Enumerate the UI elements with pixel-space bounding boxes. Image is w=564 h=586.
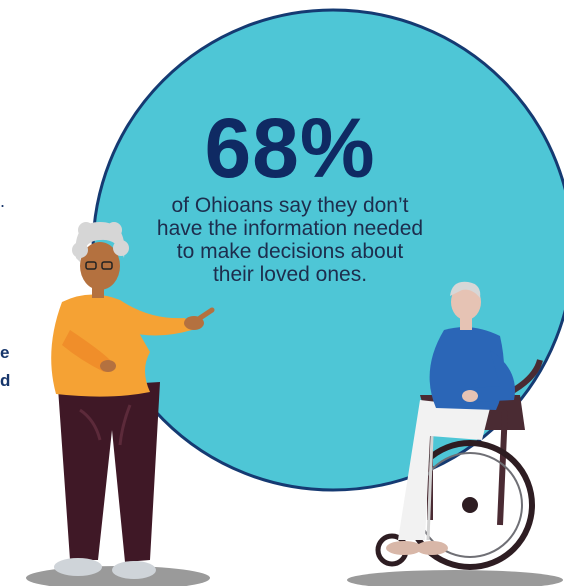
wheelchair-man-illustration (375, 281, 543, 570)
stat-block: 68% of Ohioans say they don’t have the i… (140, 106, 440, 286)
cropped-bold-text-line-2: d (0, 371, 11, 390)
cropped-punctuation: . (0, 191, 6, 211)
stat-caption-line: have the information needed (156, 217, 424, 240)
stat-caption-line: of Ohioans say they don’t (171, 194, 409, 217)
standing-woman-illustration (51, 222, 215, 579)
cropped-bold-text-line-1: e (0, 343, 10, 362)
ground-shadow (347, 570, 563, 586)
stat-caption-line: to make decisions about (176, 240, 404, 263)
stat-caption-line: their loved ones. (212, 263, 368, 286)
stat-caption: of Ohioans say they don’t have the infor… (140, 194, 440, 286)
stat-value: 68% (204, 101, 376, 195)
